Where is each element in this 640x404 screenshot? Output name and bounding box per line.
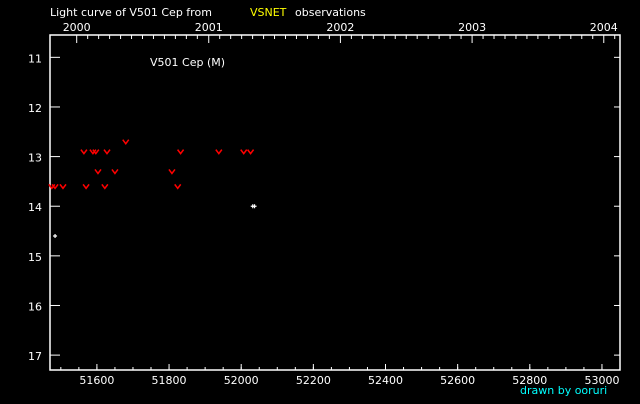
x-tick-label: 52200 [296, 374, 331, 387]
y-tick-label: 17 [28, 350, 42, 363]
upper-limit-mark [103, 149, 111, 155]
plot-frame [49, 34, 621, 371]
year-label: 2001 [195, 21, 223, 34]
x-tick-label: 52400 [368, 374, 403, 387]
year-label: 2004 [590, 21, 618, 34]
x-tick-label: 52800 [512, 374, 547, 387]
y-tick-label: 15 [28, 251, 42, 264]
chart-title-suffix: observations [295, 6, 366, 19]
upper-limit-mark [92, 149, 100, 155]
upper-limit-mark [80, 149, 88, 155]
upper-limit-mark [101, 183, 109, 190]
y-tick-label: 11 [28, 52, 42, 65]
credit-text: drawn by ooruri [520, 384, 607, 397]
x-tick-label: 51800 [152, 374, 187, 387]
upper-limit-mark [111, 169, 119, 175]
y-tick-label: 16 [28, 300, 42, 313]
upper-limit-mark [122, 139, 130, 145]
y-tick-label: 13 [28, 152, 42, 165]
y-tick-label: 14 [28, 201, 42, 214]
upper-limit-mark [168, 169, 176, 175]
observation-point [53, 234, 58, 238]
upper-limit-mark [174, 183, 182, 190]
series-label: V501 Cep (M) [150, 56, 225, 69]
chart-title-source: VSNET [250, 6, 287, 19]
y-tick-label: 12 [28, 102, 42, 115]
upper-limit-mark [246, 149, 255, 155]
observation-point [252, 204, 257, 209]
x-tick-label: 52600 [440, 374, 475, 387]
year-label: 2000 [63, 21, 91, 34]
x-tick-label: 51600 [79, 374, 114, 387]
upper-limit-mark [59, 183, 67, 190]
year-label: 2003 [458, 21, 486, 34]
upper-limit-mark [176, 149, 185, 155]
year-label: 2002 [326, 21, 354, 34]
x-tick-label: 53000 [584, 374, 619, 387]
upper-limit-mark [89, 149, 97, 155]
upper-limit-mark [51, 183, 59, 190]
upper-limit-mark [215, 149, 223, 155]
x-tick-label: 52000 [224, 374, 259, 387]
upper-limit-mark [240, 149, 248, 155]
chart-title-prefix: Light curve of V501 Cep from [50, 6, 212, 19]
upper-limit-mark [82, 183, 90, 190]
upper-limit-mark [94, 169, 102, 175]
